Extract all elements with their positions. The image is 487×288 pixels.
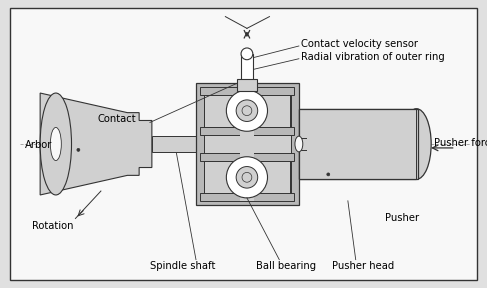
Bar (200, 193, 294, 201)
Bar (307, 117, 409, 171)
Bar (204, 161, 290, 198)
Circle shape (242, 173, 252, 182)
Circle shape (327, 173, 330, 176)
Circle shape (226, 90, 267, 131)
Bar (299, 138, 328, 150)
Bar (200, 153, 294, 161)
Circle shape (77, 148, 80, 151)
Text: Pusher force: Pusher force (434, 138, 487, 148)
Text: Contact: Contact (98, 113, 136, 124)
Polygon shape (40, 93, 152, 195)
Text: Pusher head: Pusher head (332, 261, 394, 270)
Text: Contact velocity sensor: Contact velocity sensor (301, 39, 418, 49)
Bar (299, 109, 418, 179)
Bar (196, 83, 299, 205)
Circle shape (242, 106, 252, 115)
Ellipse shape (295, 136, 303, 152)
Text: Arbor: Arbor (24, 140, 52, 150)
Bar (204, 90, 290, 127)
Bar (200, 127, 294, 135)
Ellipse shape (40, 93, 72, 195)
Bar (237, 79, 257, 91)
Circle shape (236, 166, 258, 188)
Text: Ball bearing: Ball bearing (256, 261, 316, 270)
Bar (241, 54, 253, 83)
Ellipse shape (402, 109, 431, 179)
Bar (204, 91, 291, 197)
Text: Radial vibration of outer ring: Radial vibration of outer ring (301, 52, 445, 62)
Circle shape (241, 48, 253, 60)
Bar (240, 87, 254, 201)
Ellipse shape (50, 127, 61, 161)
Text: Rotation: Rotation (32, 221, 74, 231)
Circle shape (226, 157, 267, 198)
Bar (152, 136, 206, 152)
Circle shape (236, 100, 258, 122)
Bar (299, 109, 416, 179)
Bar (200, 87, 294, 95)
Text: Pusher: Pusher (385, 213, 419, 223)
Text: Spindle shaft: Spindle shaft (150, 261, 215, 270)
